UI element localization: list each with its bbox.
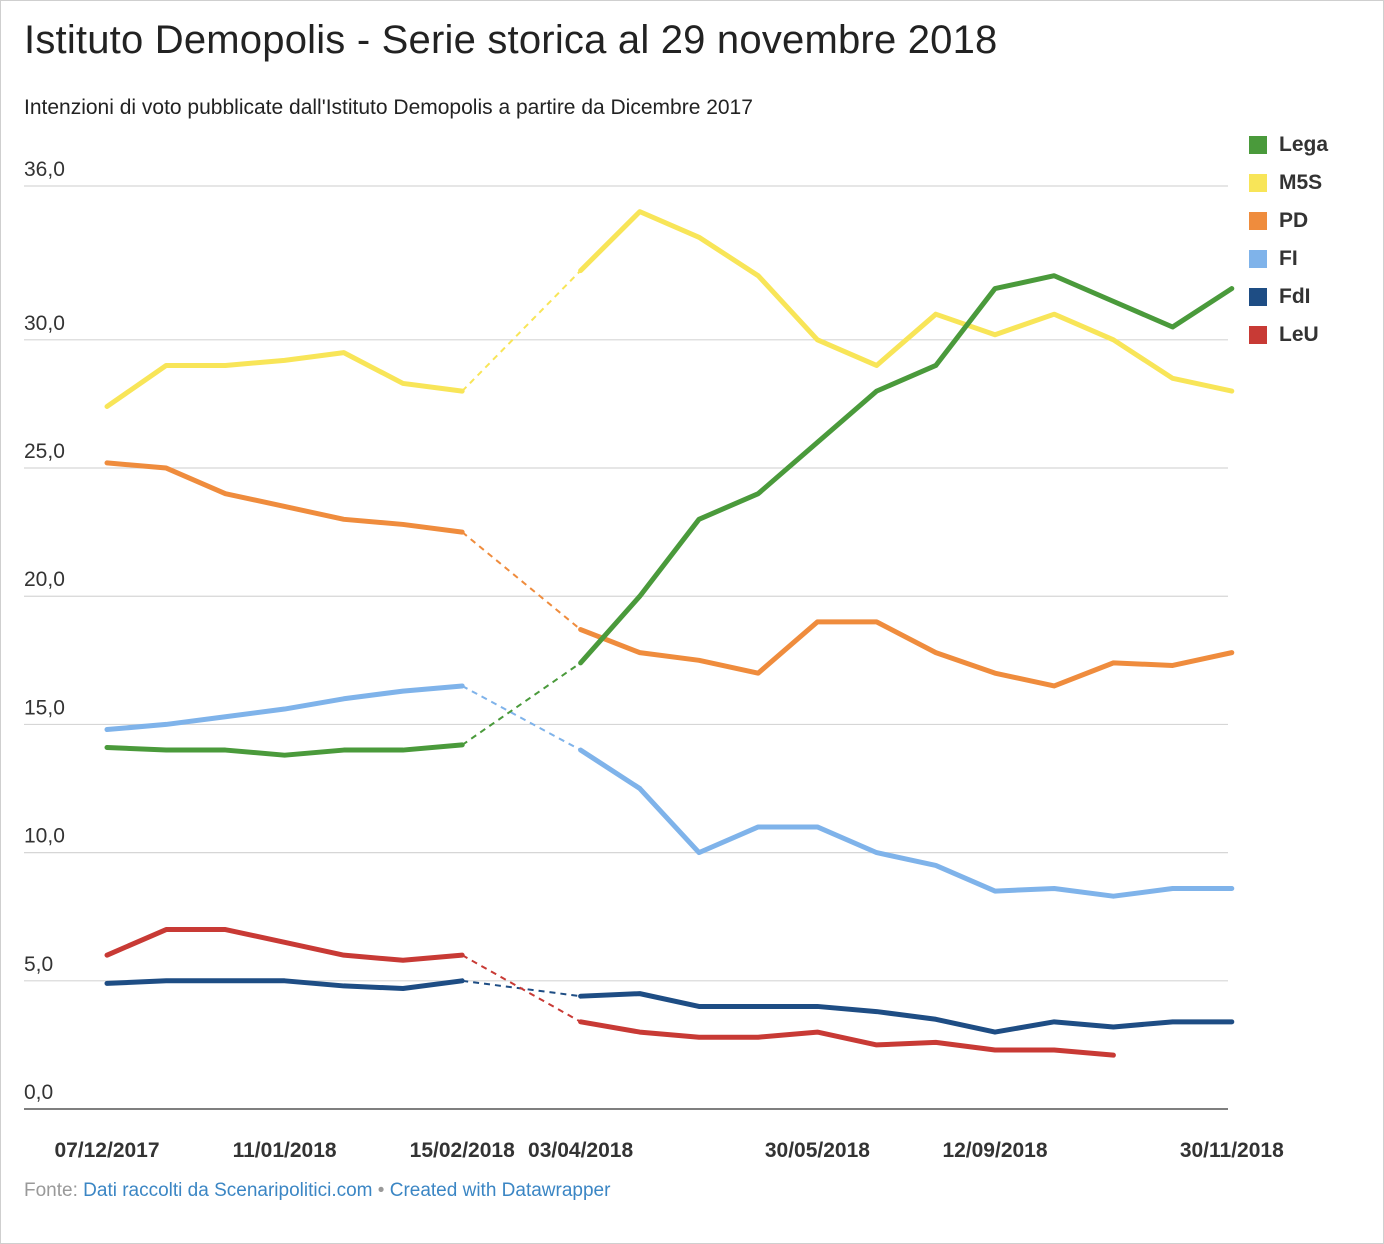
x-tick-label: 15/02/2018 bbox=[410, 1139, 515, 1162]
y-axis-ticks: 0,0 5,0 10,0 15,0 20,0 25,0 30,0 36,0 bbox=[24, 158, 65, 1104]
legend-label: PD bbox=[1279, 209, 1309, 232]
footer: Fonte: Dati raccolti da Scenaripolitici.… bbox=[24, 1180, 610, 1202]
legend-swatch bbox=[1249, 326, 1267, 344]
series-fdi bbox=[104, 978, 1235, 1035]
series-line-pd bbox=[104, 460, 465, 535]
series-line-m5s bbox=[104, 350, 465, 409]
series-fi bbox=[104, 683, 1235, 899]
footer-prefix: Fonte: bbox=[24, 1180, 78, 1201]
series-m5s bbox=[104, 209, 1235, 409]
y-tick-label: 10,0 bbox=[24, 825, 65, 848]
x-tick-label: 30/05/2018 bbox=[765, 1139, 870, 1162]
chart-legend: Lega M5S PD FI FdI LeU bbox=[1249, 126, 1328, 354]
legend-label: FI bbox=[1279, 247, 1298, 270]
y-tick-label: 20,0 bbox=[24, 568, 65, 591]
legend-label: LeU bbox=[1279, 323, 1319, 346]
series-line-lega bbox=[578, 273, 1235, 666]
series-line-fdi bbox=[104, 978, 465, 991]
x-tick-label: 07/12/2017 bbox=[54, 1139, 159, 1162]
y-tick-label: 5,0 bbox=[24, 953, 53, 976]
y-tick-label: 25,0 bbox=[24, 440, 65, 463]
series-lines bbox=[104, 209, 1235, 1058]
legend-label: Lega bbox=[1279, 133, 1329, 156]
series-line-pd bbox=[578, 619, 1235, 689]
legend-swatch bbox=[1249, 212, 1267, 230]
legend-swatch bbox=[1249, 174, 1267, 192]
series-line-leu bbox=[104, 927, 465, 963]
chart-subtitle: Intenzioni di voto pubblicate dall'Istit… bbox=[24, 96, 753, 119]
y-tick-label: 15,0 bbox=[24, 696, 65, 719]
legend-item-pd: PD bbox=[1249, 202, 1328, 240]
legend-item-lega: Lega bbox=[1249, 126, 1328, 164]
series-gap-m5s bbox=[461, 269, 582, 392]
legend-item-m5s: M5S bbox=[1249, 164, 1328, 202]
y-tick-label: 30,0 bbox=[24, 312, 65, 335]
legend-label: FdI bbox=[1279, 285, 1311, 308]
y-tick-label: 0,0 bbox=[24, 1081, 53, 1104]
series-lega bbox=[104, 273, 1235, 758]
series-line-fi bbox=[104, 683, 465, 733]
x-tick-label: 03/04/2018 bbox=[528, 1139, 633, 1162]
series-line-leu bbox=[578, 1019, 1116, 1058]
series-leu bbox=[104, 927, 1116, 1058]
legend-swatch bbox=[1249, 288, 1267, 306]
source-link[interactable]: Dati raccolti da Scenaripolitici.com bbox=[83, 1180, 373, 1201]
legend-label: M5S bbox=[1279, 171, 1323, 194]
datawrapper-link[interactable]: Created with Datawrapper bbox=[389, 1180, 611, 1201]
legend-swatch bbox=[1249, 136, 1267, 154]
legend-swatch bbox=[1249, 250, 1267, 268]
legend-item-fi: FI bbox=[1249, 240, 1328, 278]
series-gap-lega bbox=[461, 662, 582, 746]
y-tick-label: 36,0 bbox=[24, 158, 65, 181]
series-line-fdi bbox=[578, 991, 1235, 1035]
series-pd bbox=[104, 460, 1235, 689]
chart-title: Istituto Demopolis - Serie storica al 29… bbox=[24, 18, 998, 62]
legend-item-fdi: FdI bbox=[1249, 278, 1328, 316]
footer-separator: • bbox=[377, 1180, 385, 1201]
x-tick-label: 30/11/2018 bbox=[1180, 1139, 1284, 1162]
series-gap-pd bbox=[461, 531, 582, 631]
series-gap-leu bbox=[461, 954, 582, 1023]
series-line-m5s bbox=[578, 209, 1235, 394]
series-line-fi bbox=[578, 747, 1235, 899]
x-axis-ticks: 07/12/2017 11/01/2018 15/02/2018 03/04/2018… bbox=[54, 1139, 1284, 1162]
x-tick-label: 11/01/2018 bbox=[233, 1139, 337, 1162]
series-line-lega bbox=[104, 742, 465, 758]
legend-item-leu: LeU bbox=[1249, 316, 1328, 354]
x-tick-label: 12/09/2018 bbox=[942, 1139, 1047, 1162]
gridlines bbox=[24, 185, 1228, 1110]
series-gap-fi bbox=[461, 685, 582, 751]
